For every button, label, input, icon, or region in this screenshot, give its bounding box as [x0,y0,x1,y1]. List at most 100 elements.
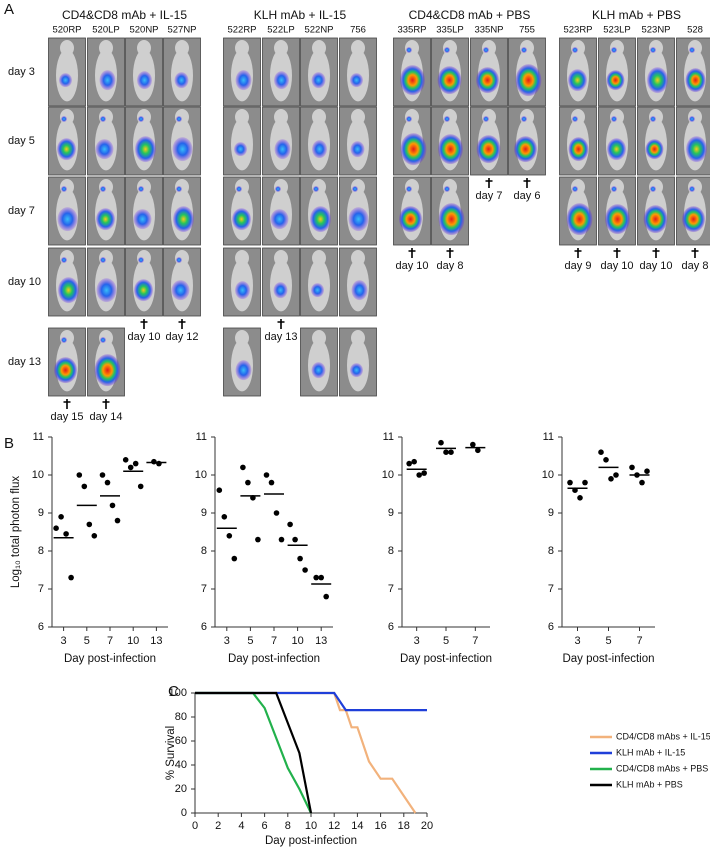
signal [275,186,281,192]
data-point [99,472,106,478]
signal [399,206,422,233]
mouse-id: 523NP [641,25,670,36]
signal [96,208,115,231]
death-day: day 10 [600,260,633,272]
y-tick-label: 40 [175,759,187,771]
signal [61,116,67,122]
x-tick-label: 10 [127,635,139,647]
y-tick-label: 7 [38,583,44,595]
data-point [598,449,604,456]
dagger [613,248,621,258]
signal [234,142,247,157]
x-tick-label: 2 [215,820,221,832]
signal [689,47,695,53]
signal [57,138,76,161]
data-point [608,476,614,482]
signal [173,206,194,233]
signal [311,72,326,89]
mouse-id: 520NP [129,25,158,36]
data-point [297,555,303,562]
signal [270,209,289,230]
x-tick-label: 4 [238,820,244,832]
data-point [475,447,481,454]
data-point [91,533,98,539]
data-point [240,464,246,471]
y-tick-label: 10 [195,469,207,481]
signal [406,47,412,53]
data-point [287,521,293,528]
y-tick-label: 60 [175,735,187,747]
mouse-id: 335RP [397,25,426,36]
signal [514,136,537,163]
death-day: day 6 [514,190,541,202]
group-title: KLH mAb + PBS [592,8,681,22]
signal [689,186,695,192]
signal [568,137,589,162]
y-tick-label: 10 [382,469,394,481]
signal [310,206,331,233]
signal [476,135,501,164]
legend-label: KLH mAb + IL-15 [616,747,685,757]
data-point [421,470,427,476]
signal [521,47,527,53]
signal [643,205,668,234]
data-point [127,464,134,471]
day-label: day 5 [8,135,35,147]
y-axis-title: Log₁₀ total photon flux [10,476,22,588]
x-axis-title: Day post-infection [64,653,156,665]
data-point [53,525,59,531]
data-point [448,449,454,456]
data-point [302,567,308,573]
data-point [216,487,223,494]
mouse-head [312,250,326,266]
x-tick-label: 5 [605,635,611,647]
mouse-id: 520LP [92,25,119,36]
signal [274,139,291,160]
x-tick-label: 8 [285,820,291,832]
y-tick-label: 7 [201,583,207,595]
x-tick-label: 7 [472,635,478,647]
signal [686,136,707,163]
x-axis-title: Day post-infection [400,653,492,665]
mouse-id: 335NP [474,25,503,36]
signal [611,116,617,122]
signal [566,203,593,236]
signal [568,69,587,92]
signal [172,137,193,162]
dagger [178,319,186,329]
data-point [278,536,285,543]
x-tick-label: 18 [398,820,410,832]
signal [515,64,542,97]
signal [483,47,489,53]
signal [650,186,656,192]
x-tick-label: 3 [61,635,67,647]
signal [273,282,288,299]
signal [350,73,363,88]
day-label: day 7 [8,205,35,217]
signal [406,116,412,122]
x-tick-label: 10 [291,635,303,647]
y-tick-label: 6 [548,621,554,633]
data-point [109,502,116,509]
survival-line [195,691,312,814]
signal [350,363,363,378]
mouse-id: 755 [519,25,535,36]
data-point [226,533,233,539]
signal [572,47,578,53]
signal [438,134,463,165]
signal [58,277,79,304]
data-point [470,441,476,448]
mouse-head [235,250,249,266]
death-day: day 9 [565,260,592,272]
signal [137,71,152,90]
x-tick-label: 10 [305,820,317,832]
signal [611,47,617,53]
signal [235,70,252,91]
signal [400,133,427,166]
signal [572,186,578,192]
dagger [408,248,416,258]
data-point [629,464,635,471]
x-tick-label: 7 [107,635,113,647]
